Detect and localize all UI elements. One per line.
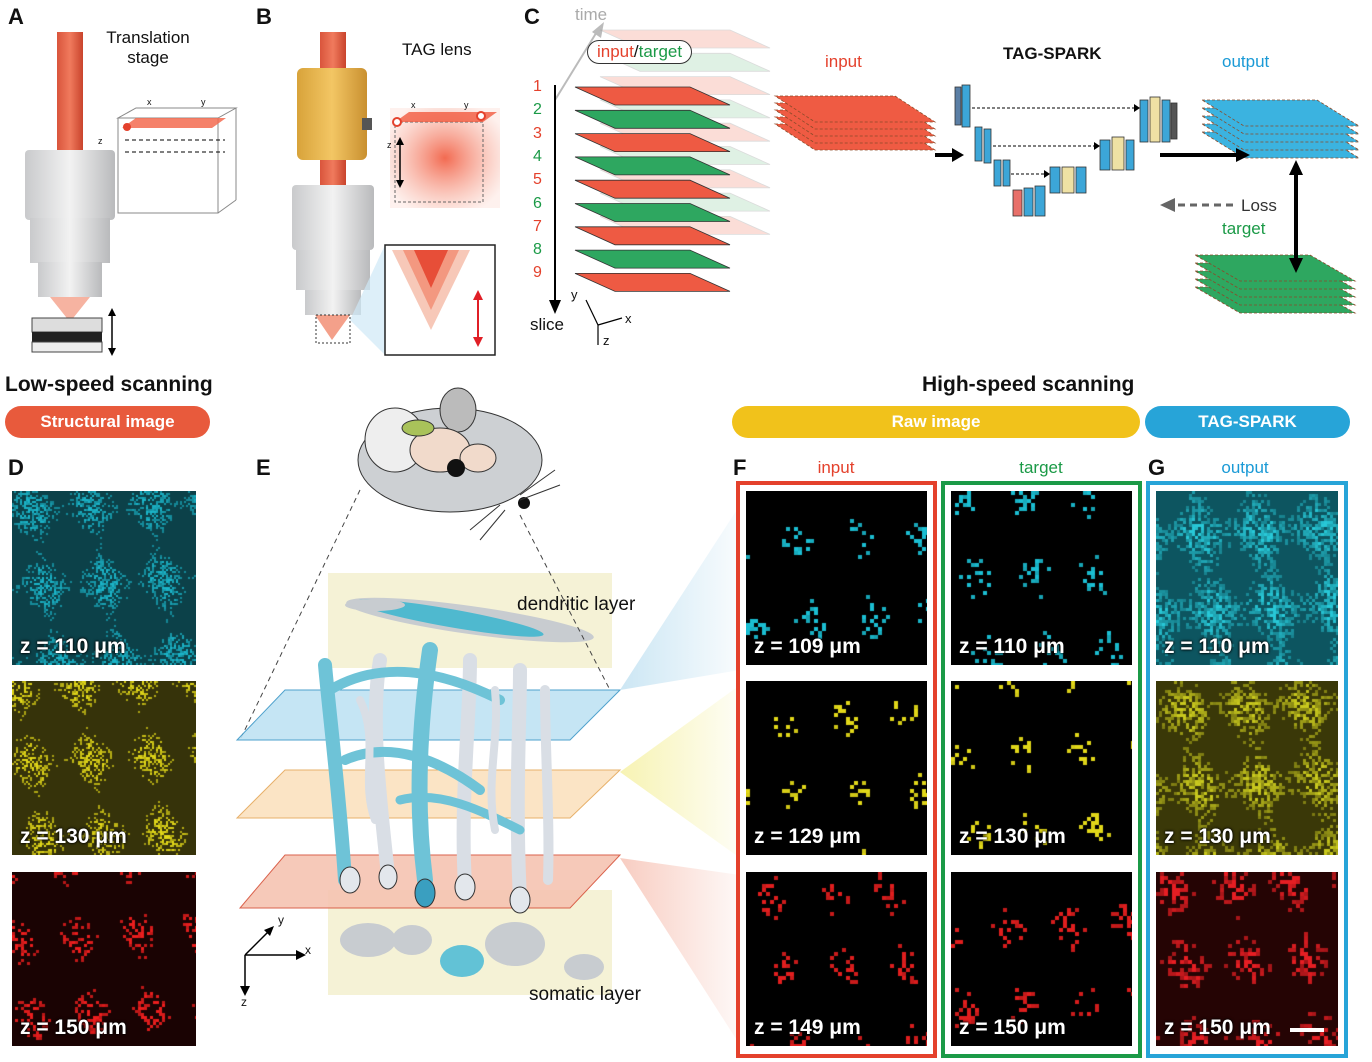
panel-g-z-label: z = 150 μm <box>1164 1016 1271 1039</box>
somatic-layer-label: somatic layer <box>529 984 641 1005</box>
panel-f-input-image-cyan: z = 109 μm <box>746 491 927 665</box>
high-speed-heading: High-speed scanning <box>922 373 1135 396</box>
panel-a-microscope <box>25 32 238 356</box>
slice-number: 4 <box>533 147 542 165</box>
panel-g-z-label: z = 130 μm <box>1164 825 1271 848</box>
panel-a-axis-y: y <box>201 97 206 107</box>
raw-image-pill: Raw image <box>732 406 1140 438</box>
tag-lens-label: TAG lens <box>402 40 472 59</box>
panel-g-output-title: output <box>1221 458 1269 477</box>
panel-e-axis-z: z <box>241 995 247 1009</box>
panel-f-input-z-label: z = 129 μm <box>754 825 861 848</box>
panel-c-stack <box>549 22 771 345</box>
panel-f-target-image-yellow: z = 130 μm <box>951 681 1132 855</box>
scale-bar <box>1290 1028 1324 1032</box>
network-input-label: input <box>825 52 862 71</box>
translation-stage-line1: Translation <box>106 28 190 47</box>
slice-sheet <box>574 203 731 222</box>
slice-sheet <box>574 226 731 246</box>
slice-sheet <box>574 133 731 153</box>
panel-b-axis-z: z <box>387 140 392 150</box>
slice-sheet <box>574 272 731 292</box>
panel-d-image-yellow: z = 130 μm <box>12 681 196 855</box>
panel-b-axis-y: y <box>464 100 469 110</box>
panel-f-input-z-label: z = 149 μm <box>754 1016 861 1039</box>
panel-c-axis-y: y <box>571 287 578 302</box>
panel-c-axis-z: z <box>603 333 610 348</box>
slice-label: slice <box>530 315 565 334</box>
slice-number: 3 <box>533 124 542 142</box>
panel-letter-d: D <box>8 455 24 480</box>
panel-g-output-frame <box>1146 481 1348 1058</box>
panel-d-image-cyan: z = 110 μm <box>12 491 196 665</box>
panel-f-input-image-red: z = 149 μm <box>746 872 927 1046</box>
slice-sheet <box>574 249 731 269</box>
panel-e-illustration <box>235 387 740 1045</box>
panel-d-z-label: z = 110 μm <box>20 635 126 658</box>
input-sheet <box>773 95 937 123</box>
panel-d-z-label: z = 150 μm <box>20 1016 127 1039</box>
output-sheet <box>1200 99 1361 127</box>
panel-f-target-z-label: z = 150 μm <box>959 1016 1066 1039</box>
panel-letter-g: G <box>1148 455 1166 480</box>
panel-c-axis-x: x <box>625 311 632 326</box>
translation-stage-label: Translation stage <box>100 28 196 68</box>
target-sheet <box>1193 254 1357 282</box>
panel-f-input-image-yellow: z = 129 μm <box>746 681 927 855</box>
panel-g-output-image-yellow: z = 130 μm <box>1156 681 1338 855</box>
slice-number: 9 <box>533 264 542 282</box>
input-target-badge: input/target <box>587 40 693 64</box>
slice-number: 1 <box>533 78 542 95</box>
slice-sheet <box>574 109 731 129</box>
slice-number: 6 <box>533 194 542 212</box>
network-output-label: output <box>1222 52 1270 71</box>
panel-g-z-label: z = 110 μm <box>1164 635 1270 658</box>
panel-letter-a: A <box>8 4 24 29</box>
loss-label: Loss <box>1241 196 1277 215</box>
panel-letter-f: F <box>733 455 747 480</box>
panel-c-network <box>773 84 1361 314</box>
slash: / <box>633 42 639 61</box>
slice-number: 5 <box>533 171 542 189</box>
panel-b-axis-x: x <box>411 100 416 110</box>
panel-letter-c: C <box>524 4 540 29</box>
panel-d-z-label: z = 130 μm <box>20 825 127 848</box>
panel-f-input-frame <box>736 481 937 1058</box>
panel-letter-e: E <box>256 455 271 480</box>
time-label: time <box>575 5 608 24</box>
structural-image-pill: Structural image <box>5 406 210 438</box>
panel-f-target-z-label: z = 110 μm <box>959 635 1065 658</box>
tag-spark-title: TAG-SPARK <box>1003 44 1102 63</box>
translation-stage-line2: stage <box>127 48 169 67</box>
panel-a-axis-z: z <box>98 136 103 146</box>
panel-f-target-image-red: z = 150 μm <box>951 872 1132 1046</box>
slice-number: 2 <box>533 101 542 119</box>
panel-f-target-frame <box>941 481 1142 1058</box>
panel-f-target-z-label: z = 130 μm <box>959 825 1066 848</box>
panel-f-input-title: input <box>817 458 855 477</box>
network-target-label: target <box>1222 219 1266 238</box>
slice-sheet <box>574 179 731 199</box>
panel-f-input-z-label: z = 109 μm <box>754 635 861 658</box>
panel-e-axis-y: y <box>278 913 284 927</box>
slice-number: 8 <box>533 241 542 259</box>
panel-f-target-image-cyan: z = 110 μm <box>951 491 1132 665</box>
slice-sheet <box>574 156 731 176</box>
dendritic-layer-label: dendritic layer <box>517 594 636 615</box>
slice-sheet <box>574 86 731 106</box>
panel-letter-b: B <box>256 4 272 29</box>
panel-g-output-image-red: z = 150 μm <box>1156 872 1338 1046</box>
input-word: input <box>597 42 634 61</box>
panel-f-target-title: target <box>1019 458 1063 477</box>
panel-b-microscope <box>292 32 500 356</box>
low-speed-heading: Low-speed scanning <box>5 373 213 396</box>
tag-spark-pill: TAG-SPARK <box>1145 406 1350 438</box>
panel-e-axis-x: x <box>305 943 311 957</box>
panel-g-output-image-cyan: z = 110 μm <box>1156 491 1338 665</box>
panel-d-image-red: z = 150 μm <box>12 872 196 1046</box>
slice-number: 7 <box>533 217 542 235</box>
panel-a-axis-x: x <box>147 97 152 107</box>
target-word: target <box>638 42 683 61</box>
